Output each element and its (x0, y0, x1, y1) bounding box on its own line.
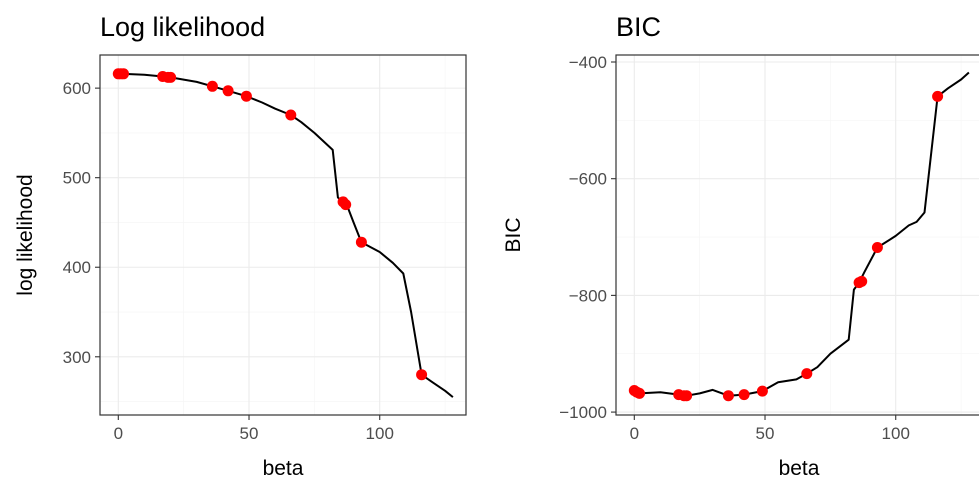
chart-title: Log likelihood (100, 12, 265, 42)
data-point (634, 387, 645, 399)
y-tick-label: 500 (63, 169, 91, 188)
y-axis-title: log likelihood (14, 174, 37, 295)
data-point (722, 390, 734, 402)
x-tick-label: 0 (114, 424, 123, 443)
series-line (633, 71, 970, 397)
series-line (118, 72, 454, 398)
data-point (285, 109, 297, 121)
data-point (856, 275, 868, 287)
data-point (165, 71, 177, 83)
panel-border (615, 54, 979, 416)
y-tick-label: −800 (569, 286, 607, 305)
data-point (738, 389, 750, 401)
data-point (801, 368, 813, 380)
x-tick-label: 100 (882, 424, 910, 443)
y-tick-label: −1000 (559, 403, 607, 422)
log-likelihood-panel: Log likelihood 0 50 100 300 400 500 600 beta l… (14, 12, 467, 480)
axes: 0 50 100 −1000 −800 −600 −400 (559, 53, 910, 443)
data-point (118, 68, 129, 80)
y-axis-title: BIC (502, 217, 525, 252)
series (628, 71, 970, 402)
series (112, 68, 454, 398)
data-point (355, 236, 367, 248)
data-point (240, 90, 252, 102)
x-tick-label: 100 (366, 424, 394, 443)
x-axis-title: beta (263, 457, 304, 480)
y-tick-label: 400 (63, 258, 91, 277)
bic-panel: BIC 0 50 100 −1000 −800 −600 −400 beta BIC (502, 12, 979, 480)
y-tick-label: 600 (63, 79, 91, 98)
grid (100, 55, 466, 415)
data-point (871, 242, 883, 253)
data-point (340, 199, 352, 211)
x-tick-label: 50 (756, 424, 775, 443)
grid (616, 55, 979, 415)
chart-title: BIC (616, 12, 661, 42)
panel-border (99, 54, 467, 416)
data-point (932, 90, 944, 102)
data-point (206, 80, 218, 92)
data-point (681, 390, 693, 402)
data-point (756, 385, 768, 397)
data-point (222, 85, 234, 97)
y-tick-label: −400 (569, 53, 607, 72)
x-tick-label: 0 (630, 424, 639, 443)
y-tick-label: 300 (63, 348, 91, 367)
axes: 0 50 100 300 400 500 600 (63, 79, 394, 443)
x-axis-title: beta (779, 457, 820, 480)
y-tick-label: −600 (569, 170, 607, 189)
x-tick-label: 50 (240, 424, 259, 443)
data-point (416, 369, 428, 381)
